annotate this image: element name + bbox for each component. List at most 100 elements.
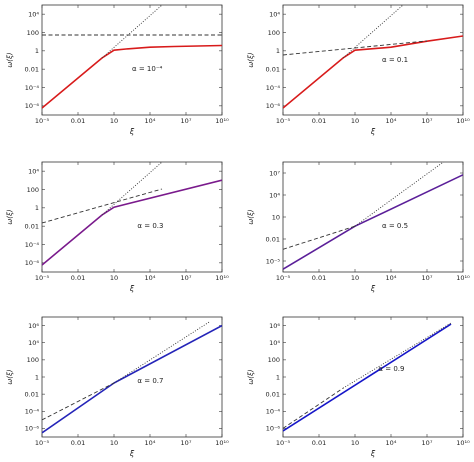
x-tick-label: 10⁻⁵ [35,117,50,125]
x-tick-label: 10⁻⁵ [276,274,291,282]
alpha-annotation: α = 0.7 [137,377,163,385]
panel-top-right: 10⁻⁵ 0.01 10 10⁴ 10⁷ 10¹⁰ 10⁻⁶ 10⁻⁴ 0.01 1 100 10⁴ ξ… [247,4,470,136]
alpha-annotation: α = 0.3 [137,222,163,230]
y-tick-label: 10⁻⁶ [25,425,40,433]
series-dashed-asymptote [283,225,356,250]
y-tick-label: 0.01 [25,65,39,73]
x-tick-label: 10 [110,439,118,447]
x-tick-label: 0.01 [71,117,85,125]
series-dotted-asymptote [354,162,445,227]
x-tick-label: 10 [110,117,118,125]
x-tick-label: 10⁴ [145,117,156,125]
x-tick-label: 10 [351,117,359,125]
series-dashed-asymptote [42,188,163,224]
y-axis-label: ω(ξ) [6,52,14,67]
y-axis-label: ω(ξ) [247,369,255,384]
x-tick-label: 10⁷ [181,274,192,282]
x-axis-label: ξ [370,449,376,458]
plot-frame [282,4,464,116]
x-tick-label: 10⁻⁵ [35,274,50,282]
x-axis-label: ξ [370,127,376,136]
y-axis-label: ω(ξ) [6,209,14,224]
plot-frame [41,161,223,273]
y-tick-label: 10⁻⁴ [266,84,281,92]
series-solid-line [283,174,463,270]
y-tick-label: 10⁴ [269,10,280,18]
y-tick-label: 10⁴ [269,339,280,347]
y-axis-label: ω(ξ) [247,52,255,67]
x-tick-label: 0.01 [312,117,326,125]
plot-frame [41,316,223,438]
plot-frame [282,316,464,438]
x-tick-label: 10 [110,274,118,282]
y-axis-label: ω(ξ) [247,209,255,224]
series-dashed-asymptote [283,387,344,429]
y-tick-label: 10⁷ [269,169,280,177]
y-tick-label: 10⁻⁶ [25,102,40,110]
series-dotted-asymptote [342,322,452,389]
panel-middle-right: 10⁻⁵ 0.01 10 10⁴ 10⁷ 10¹⁰ 10⁻⁵ 0.01 10 10⁴ 10⁷ ξ ω(ξ… [247,161,470,293]
alpha-annotation: α = 0.9 [378,365,404,373]
y-axis-label: ω(ξ) [6,369,14,384]
series-dotted-asymptote [101,162,163,216]
y-tick-label: 100 [27,356,39,364]
y-tick-label: 10⁻⁴ [25,408,40,416]
y-tick-label: 100 [27,29,39,37]
y-tick-label: 0.01 [266,235,280,243]
panel-bottom-left: 10⁻⁵ 0.01 10 10⁴ 10⁷ 10¹⁰ 10⁻⁶ 10⁻⁴ 0.01 1 100 10⁴ 1… [6,316,229,458]
y-tick-label: 1 [35,204,39,212]
y-tick-label: 100 [268,29,280,37]
x-tick-label: 0.01 [71,274,85,282]
x-tick-label: 0.01 [71,439,85,447]
y-tick-label: 100 [27,186,39,194]
y-tick-label: 10 [272,213,280,221]
y-tick-label: 10⁶ [28,322,39,330]
x-tick-label: 10 [351,274,359,282]
alpha-annotation: α = 10⁻⁴ [132,65,163,73]
x-tick-label: 10¹⁰ [456,274,470,282]
y-tick-label: 10⁴ [28,339,39,347]
x-axis-label: ξ [129,127,135,136]
x-tick-label: 10¹⁰ [215,117,229,125]
y-tick-label: 0.01 [25,390,39,398]
y-tick-label: 1 [276,373,280,381]
plot-frame [41,4,223,116]
x-tick-label: 10¹⁰ [215,439,229,447]
x-axis-label: ξ [370,284,376,293]
x-tick-label: 10⁴ [386,439,397,447]
panel-top-left: 10⁻⁵ 0.01 10 10⁴ 10⁷ 10¹⁰ 10⁻⁶ 10⁻⁴ 0.01 1 100 10⁴ ξ… [6,4,229,136]
y-tick-label: 0.01 [266,390,280,398]
panel-middle-left: 10⁻⁵ 0.01 10 10⁴ 10⁷ 10¹⁰ 10⁻⁶ 10⁻⁴ 0.01 1 100 10⁴ ξ… [6,161,229,293]
x-tick-label: 10⁻⁵ [35,439,50,447]
y-tick-label: 0.01 [25,222,39,230]
x-axis-label: ξ [129,449,135,458]
y-tick-label: 10⁻⁴ [266,408,281,416]
x-tick-label: 10¹⁰ [215,274,229,282]
x-tick-label: 10¹⁰ [456,439,470,447]
y-tick-label: 10⁻⁴ [25,84,40,92]
series-solid-line [42,44,222,109]
x-tick-label: 10⁷ [422,117,433,125]
y-tick-label: 10⁴ [28,167,39,175]
alpha-annotation: α = 0.5 [382,222,408,230]
series-solid-line [42,179,222,266]
y-tick-label: 10⁴ [269,191,280,199]
x-tick-label: 10⁻⁵ [276,117,291,125]
y-tick-label: 10⁻⁶ [266,425,281,433]
x-tick-label: 10⁷ [422,439,433,447]
y-tick-label: 10⁶ [269,322,280,330]
x-tick-label: 10⁷ [181,439,192,447]
x-axis-label: ξ [129,284,135,293]
series-solid-line [42,324,222,434]
y-tick-label: 10⁻⁵ [266,257,281,265]
y-tick-label: 0.01 [266,65,280,73]
series-solid-line [283,35,463,109]
x-tick-label: 0.01 [312,439,326,447]
x-tick-label: 10⁴ [145,439,156,447]
series-dotted-asymptote [113,321,211,384]
series-dashed-asymptote [42,382,115,421]
x-tick-label: 10⁴ [386,117,397,125]
y-tick-label: 10⁻⁴ [25,241,40,249]
x-tick-label: 10⁴ [386,274,397,282]
